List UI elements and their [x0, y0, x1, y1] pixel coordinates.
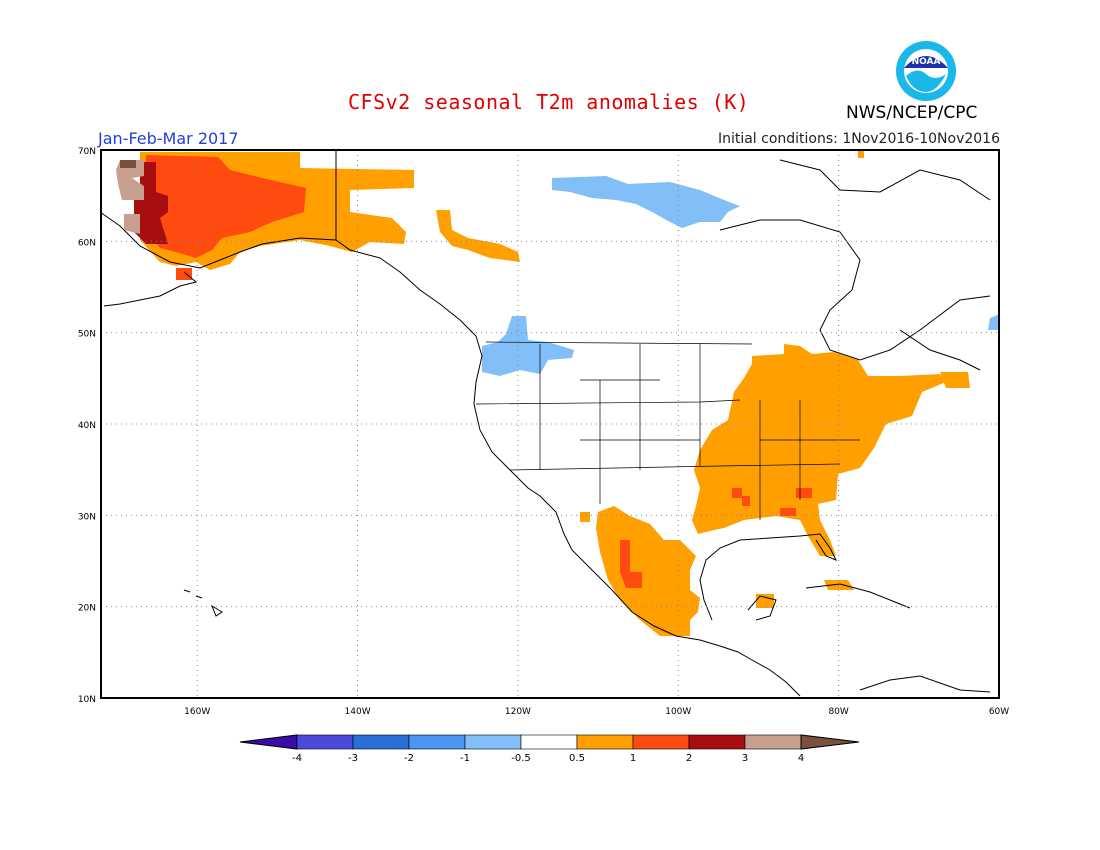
anomaly-region-baja-orange — [580, 512, 590, 522]
anomaly-region-labrador-blue — [988, 314, 999, 330]
colorbar-swatch — [408, 734, 466, 750]
lat-tick-label: 30N — [78, 512, 96, 522]
colorbar-label: -3 — [348, 753, 358, 764]
colorbar-swatch — [688, 734, 746, 750]
anomaly-region-gulf-red-1 — [732, 488, 742, 498]
state-boundaries — [475, 341, 860, 520]
initial-conditions: Initial conditions: 1Nov2016-10Nov2016 — [717, 131, 1000, 147]
anomaly-region-gulf-red-2 — [742, 496, 750, 506]
lat-tick-label: 70N — [78, 147, 96, 157]
anomaly-region-pnw-blue — [482, 316, 574, 376]
forecast-period: Jan-Feb-Mar 2017 — [98, 129, 239, 148]
lon-tick-label: 160W — [184, 707, 210, 717]
anomaly-region-eastus-orange — [692, 344, 946, 556]
anomaly-region-gulf-red-3 — [796, 488, 812, 498]
colorbar-label: -4 — [292, 753, 302, 764]
colorbar-swatch — [744, 734, 802, 750]
agency-label: NWS/NCEP/CPC — [846, 103, 978, 123]
lat-tick-label: 10N — [78, 695, 96, 705]
colorbar-swatch — [352, 734, 410, 750]
anomaly-region-newengland-orange — [940, 372, 970, 388]
colorbar-label: -2 — [404, 753, 414, 764]
colorbar-label: 0.5 — [569, 753, 585, 764]
anomaly-region-alaska-red — [146, 155, 306, 258]
colorbar-label: 2 — [686, 753, 692, 764]
lat-tick-label: 60N — [78, 238, 96, 248]
lat-tick-label: 40N — [78, 421, 96, 431]
colorbar-arrow-low — [239, 734, 298, 750]
latitude-labels: 70N 60N 50N 40N 30N 20N 10N — [78, 147, 96, 705]
colorbar-label: 4 — [798, 753, 804, 764]
colorbar-swatch — [520, 734, 578, 750]
colorbar: -4 -3 -2 -1 -0.5 0.5 1 2 3 4 — [239, 734, 860, 764]
anomaly-region-gulf-red-4 — [780, 508, 796, 516]
hawaii-islands — [183, 589, 223, 617]
colorbar-swatch — [464, 734, 522, 750]
colorbar-label: 1 — [630, 753, 636, 764]
anomaly-region-alaska-tan — [116, 160, 144, 200]
lon-tick-label: 120W — [505, 707, 531, 717]
anomaly-region-mexico-orange — [596, 506, 700, 636]
noaa-logo-text: NOAA — [912, 57, 941, 67]
colorbar-label: -1 — [460, 753, 470, 764]
anomaly-region-canada-blue — [552, 176, 740, 228]
colorbar-swatch — [576, 734, 634, 750]
colorbar-label: 3 — [742, 753, 748, 764]
anomaly-region-yukon-orange — [436, 210, 520, 262]
anomaly-region-alaska-red-2 — [176, 268, 192, 280]
map-title: CFSv2 seasonal T2m anomalies (K) — [348, 90, 750, 114]
anomaly-region-alaska-brown — [120, 160, 136, 168]
anomaly-fill-layer — [116, 150, 999, 636]
map-frame — [100, 149, 1000, 699]
colorbar-swatch — [632, 734, 690, 750]
lon-tick-label: 140W — [345, 707, 371, 717]
lat-tick-label: 20N — [78, 604, 96, 614]
colorbar-arrow-high — [800, 734, 860, 750]
anomaly-region-hudson-orange — [858, 150, 864, 158]
coastlines — [101, 150, 991, 697]
colorbar-swatch — [296, 734, 354, 750]
lon-tick-label: 60W — [989, 707, 1009, 717]
anomaly-region-yucatan-orange — [756, 594, 774, 608]
lon-tick-label: 80W — [828, 707, 848, 717]
colorbar-label: -0.5 — [511, 753, 531, 764]
noaa-logo: NOAA — [896, 41, 956, 101]
anomaly-region-alaska-tan-2 — [124, 214, 140, 234]
anomaly-region-alaska-darkred — [134, 162, 168, 244]
lon-tick-label: 100W — [665, 707, 691, 717]
longitude-labels: 160W 140W 120W 100W 80W 60W — [184, 707, 1009, 717]
lat-tick-label: 50N — [78, 330, 96, 340]
anomaly-region-mexico-red — [620, 540, 642, 588]
